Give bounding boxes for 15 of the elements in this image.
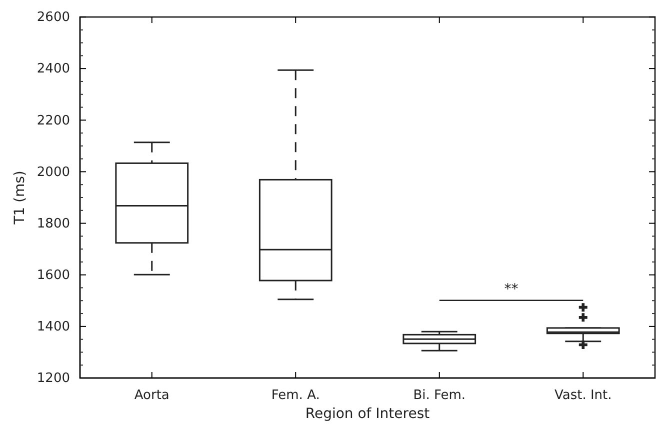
y-axis-title: T1 (ms)	[12, 170, 28, 226]
x-tick-label: Fem. A.	[271, 388, 320, 404]
y-tick-label: 2600	[36, 10, 70, 26]
annotation: **	[504, 281, 518, 298]
y-tick-label: 2200	[36, 113, 70, 128]
y-tick-label: 1400	[36, 320, 70, 335]
x-axis-title: Region of Interest	[305, 406, 430, 422]
x-tick-label: Bi. Fem.	[413, 388, 466, 404]
y-tick-label: 2400	[36, 62, 70, 77]
y-tick-label: 1800	[36, 216, 70, 232]
x-tick-label: Vast. Int.	[554, 388, 612, 404]
x-tick-label: Aorta	[134, 388, 170, 404]
y-tick-label: 2000	[36, 164, 70, 180]
y-tick-label: 1600	[36, 268, 70, 284]
y-tick-label: 1200	[36, 371, 70, 386]
